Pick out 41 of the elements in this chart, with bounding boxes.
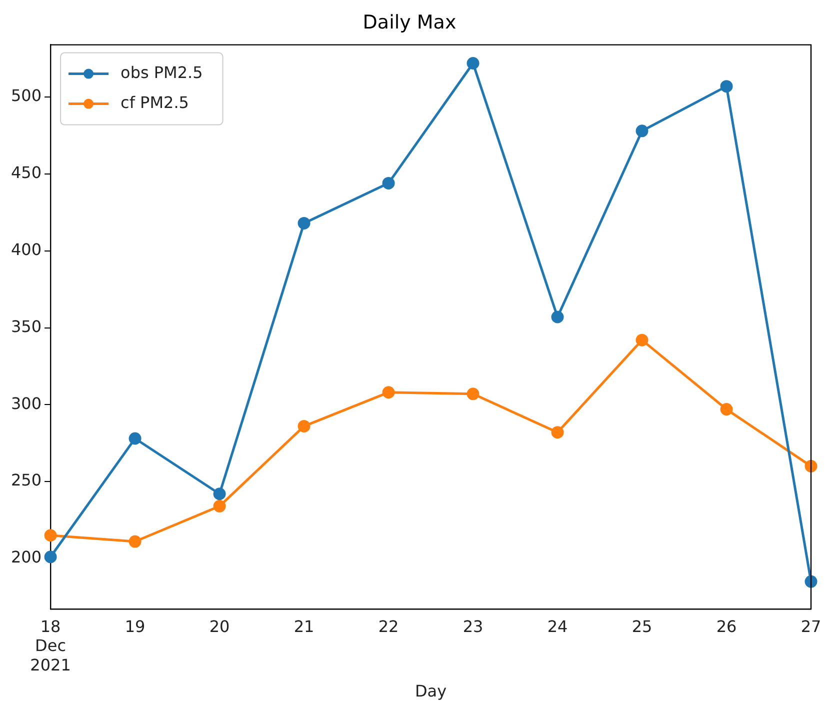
- point: [466, 57, 480, 70]
- y-tick-label: 400: [10, 240, 42, 260]
- point: [44, 529, 57, 542]
- point: [128, 535, 142, 548]
- point: [636, 124, 648, 138]
- y-tick-label: 200: [10, 548, 42, 567]
- point: [298, 216, 310, 230]
- point: [44, 550, 57, 564]
- point: [466, 388, 480, 400]
- point: [213, 500, 226, 512]
- x-tick-label: 18 Dec 2021: [30, 616, 71, 674]
- y-tick-label: 300: [10, 394, 42, 413]
- point: [636, 334, 648, 346]
- x-tick-label: 19: [124, 616, 146, 636]
- point: [804, 460, 818, 472]
- y-tick-label: 450: [10, 163, 42, 182]
- x-tick-label: 25: [632, 616, 652, 636]
- x-tick-label: 20: [209, 616, 230, 636]
- legend-label: obs PM2.5: [120, 62, 203, 82]
- point: [720, 403, 733, 416]
- point: [720, 80, 733, 93]
- x-tick-label: 22: [378, 616, 399, 636]
- y-tick-label: 250: [10, 470, 42, 490]
- chart-title: Daily Max: [362, 11, 456, 34]
- point: [551, 310, 564, 324]
- point: [298, 420, 310, 432]
- y-tick-label: 500: [10, 86, 42, 106]
- x-axis-title: Day: [414, 682, 447, 701]
- point: [382, 176, 395, 190]
- point: [551, 426, 564, 439]
- x-tick-label: 21: [294, 616, 314, 636]
- point: [382, 386, 395, 399]
- point: [804, 575, 818, 588]
- legend-label: cf PM2.5: [120, 92, 189, 112]
- x-tick-label: 23: [462, 616, 484, 636]
- x-tick-label: 24: [547, 616, 568, 636]
- x-tick-label: 26: [716, 616, 737, 636]
- point: [128, 432, 142, 445]
- x-tick-label: 27: [800, 616, 822, 636]
- point: [213, 488, 226, 500]
- y-tick-label: 350: [10, 316, 42, 336]
